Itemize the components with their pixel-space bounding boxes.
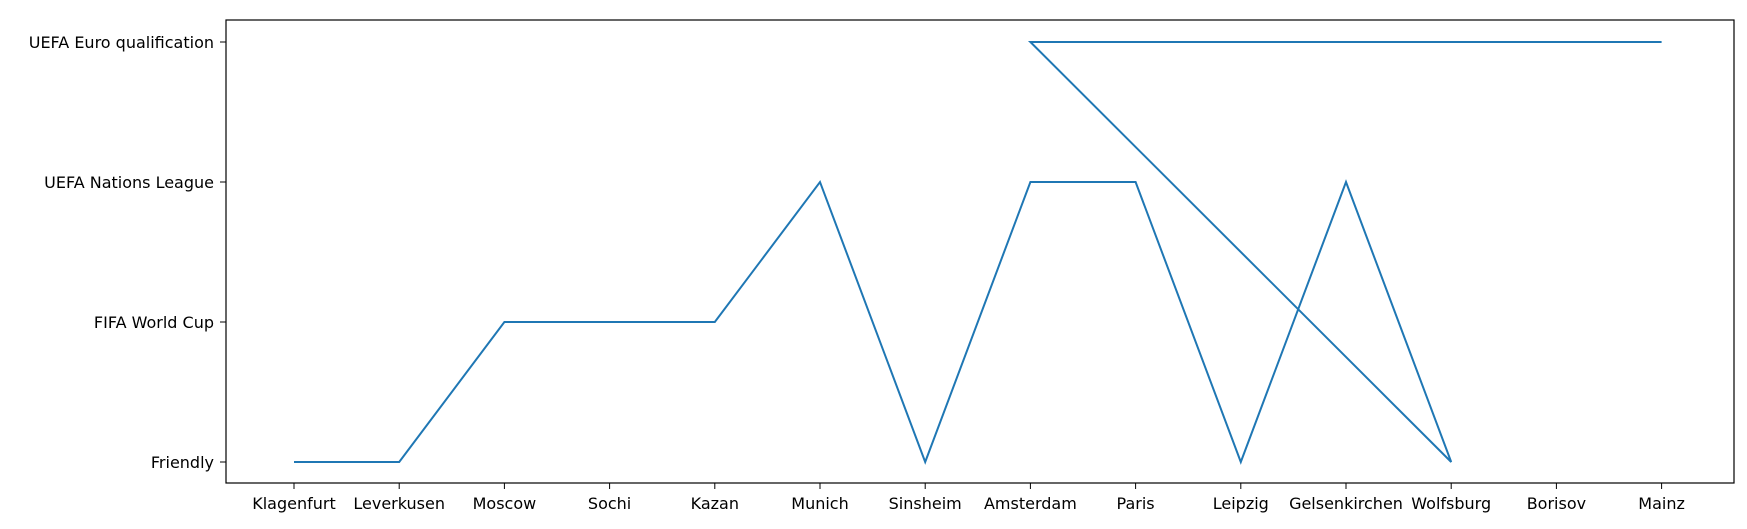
x-tick-label: Munich [791, 494, 848, 513]
x-tick-label: Klagenfurt [252, 494, 336, 513]
y-axis: Friendly FIFA World Cup UEFA Nations Leagu… [29, 33, 226, 472]
x-tick-label: Borisov [1527, 494, 1586, 513]
y-tick-label: FIFA World Cup [94, 313, 214, 332]
x-tick-label: Moscow [473, 494, 537, 513]
x-tick-label: Sochi [588, 494, 631, 513]
x-tick-label: Paris [1117, 494, 1155, 513]
y-tick-label: Friendly [151, 453, 214, 472]
y-tick-label: UEFA Nations League [44, 173, 214, 192]
x-tick-label: Amsterdam [984, 494, 1077, 513]
x-tick-label: Leverkusen [353, 494, 445, 513]
series-layer [294, 41, 1662, 465]
x-axis: Klagenfurt Leverkusen Moscow Sochi Kazan Muni… [252, 483, 1685, 513]
series-line [294, 41, 1662, 465]
y-tick-label: UEFA Euro qualification [29, 33, 214, 52]
x-tick-label: Leipzig [1213, 494, 1269, 513]
x-tick-label: Kazan [691, 494, 739, 513]
x-tick-label: Wolfsburg [1411, 494, 1491, 513]
plot-area [225, 19, 1735, 484]
x-tick-label: Gelsenkirchen [1289, 494, 1403, 513]
x-tick-label: Mainz [1638, 494, 1685, 513]
x-tick-label: Sinsheim [889, 494, 962, 513]
